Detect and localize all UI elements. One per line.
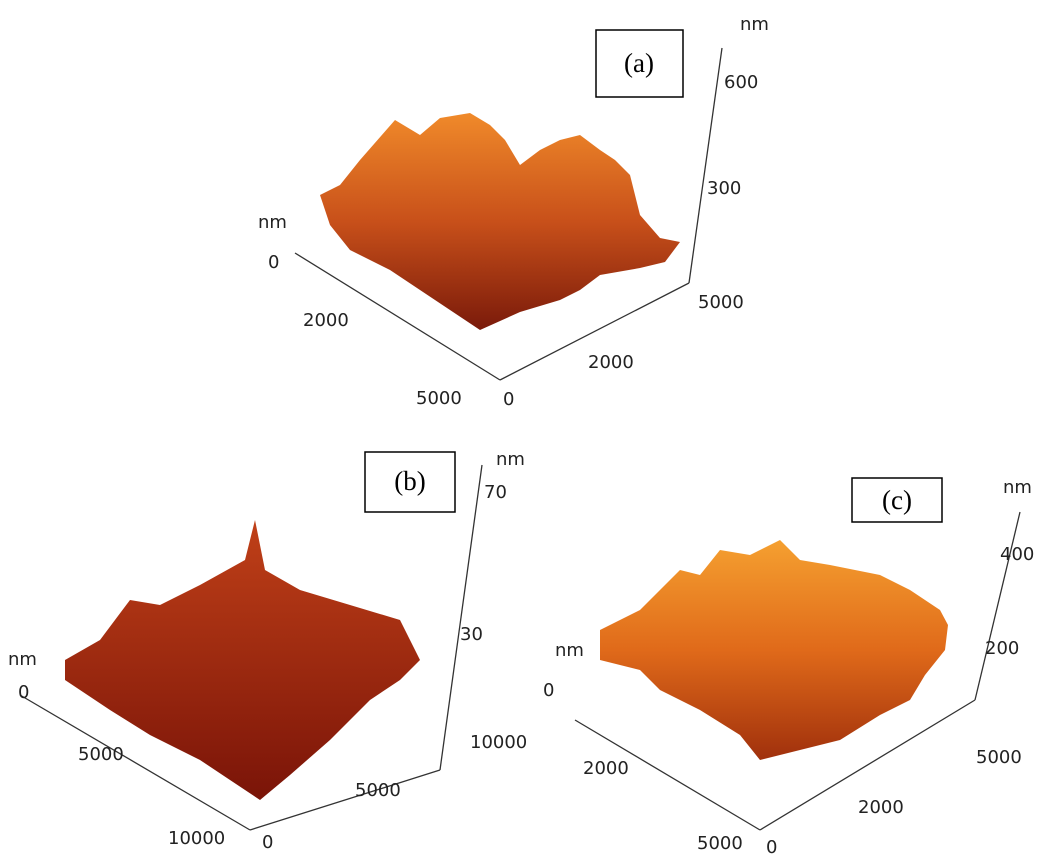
- axis: [249, 769, 441, 831]
- z-tick: 200: [985, 638, 1019, 659]
- right-tick: 2000: [858, 797, 904, 818]
- left-tick: 0: [18, 682, 29, 703]
- z-tick: 600: [724, 72, 758, 93]
- panel-c: (c) nm 400 200 nm 0 2000 5000 0 2000 500…: [543, 477, 1034, 857]
- axis: [974, 511, 1021, 701]
- z-tick: 400: [1000, 544, 1034, 565]
- axis: [688, 47, 723, 284]
- panel-label: (a): [624, 48, 654, 78]
- right-tick: 5000: [976, 747, 1022, 768]
- panel-a: (a) nm 600 300 nm 0 2000 5000 0 2000 500…: [258, 14, 769, 410]
- left-tick: 0: [268, 252, 279, 273]
- surface: [65, 520, 420, 800]
- right-tick: 0: [766, 837, 777, 857]
- left-tick: 0: [543, 680, 554, 701]
- z-tick: 30: [460, 624, 483, 645]
- left-tick: 2000: [583, 758, 629, 779]
- z-unit: nm: [740, 14, 769, 35]
- right-tick: 2000: [588, 352, 634, 373]
- axis: [439, 464, 483, 771]
- z-tick: 300: [707, 178, 741, 199]
- surface: [320, 113, 680, 330]
- right-tick: 5000: [355, 780, 401, 801]
- right-tick: 5000: [698, 292, 744, 313]
- label-box: [595, 29, 684, 98]
- left-unit: nm: [8, 649, 37, 670]
- left-unit: nm: [555, 640, 584, 661]
- axis: [574, 719, 761, 831]
- z-tick: 70: [484, 482, 507, 503]
- z-unit: nm: [496, 449, 525, 470]
- left-tick: 5000: [416, 388, 462, 409]
- right-tick: 0: [503, 389, 514, 410]
- label-box: [364, 451, 456, 513]
- axis: [499, 282, 690, 381]
- panel-label: (b): [394, 466, 425, 496]
- left-tick: 10000: [168, 828, 225, 849]
- left-tick: 5000: [78, 744, 124, 765]
- axis: [294, 252, 501, 381]
- left-tick: 5000: [697, 833, 743, 854]
- panel-b: (b) nm 70 30 nm 0 5000 10000 0 5000 1000…: [8, 449, 527, 853]
- right-tick: 10000: [470, 732, 527, 753]
- axis: [19, 694, 251, 831]
- axis: [759, 699, 976, 831]
- label-box: [851, 477, 943, 523]
- panel-label: (c): [882, 485, 912, 515]
- left-tick: 2000: [303, 310, 349, 331]
- surface: [600, 540, 948, 760]
- z-unit: nm: [1003, 477, 1032, 498]
- left-unit: nm: [258, 212, 287, 233]
- right-tick: 0: [262, 832, 273, 853]
